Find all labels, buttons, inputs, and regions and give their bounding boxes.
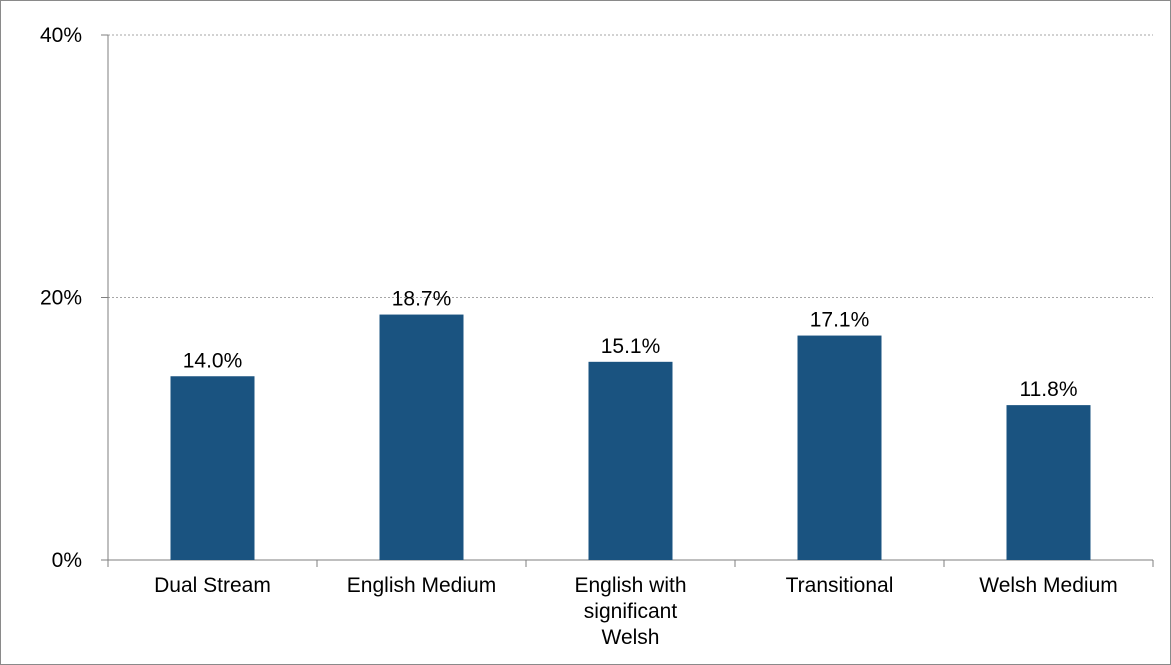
category-label-line: English with — [574, 574, 686, 597]
data-label: 17.1% — [810, 309, 870, 332]
category-label-line: Dual Stream — [154, 574, 271, 597]
y-tick-label: 0% — [52, 549, 82, 572]
data-label: 11.8% — [1020, 378, 1078, 401]
bar — [797, 335, 882, 560]
data-label: 14.0% — [183, 349, 243, 372]
category-label: Welsh Medium — [979, 574, 1118, 597]
labels: 0% 20% 40% 14.0% Dual Stream 18.7% English Med… — [40, 24, 1118, 649]
bar — [588, 361, 673, 560]
category-label: Dual Stream — [154, 574, 271, 597]
bar — [1006, 405, 1091, 560]
category-label-line: Transitional — [786, 574, 894, 597]
category-label: Transitional — [786, 574, 894, 597]
y-tick-label: 20% — [40, 287, 82, 310]
gridlines — [108, 34, 1153, 298]
data-label: 18.7% — [392, 288, 452, 311]
y-tick-label: 40% — [40, 24, 82, 47]
category-label-line: significant — [584, 600, 678, 623]
data-label: 15.1% — [601, 335, 661, 358]
category-label-line: Welsh Medium — [979, 574, 1118, 597]
bar — [379, 314, 464, 560]
category-label: English Medium — [347, 574, 496, 597]
category-label-line: Welsh — [602, 626, 660, 649]
bar — [170, 376, 255, 560]
category-label-line: English Medium — [347, 574, 496, 597]
category-label: English with significant Welsh — [574, 574, 686, 649]
bars — [170, 314, 1091, 560]
